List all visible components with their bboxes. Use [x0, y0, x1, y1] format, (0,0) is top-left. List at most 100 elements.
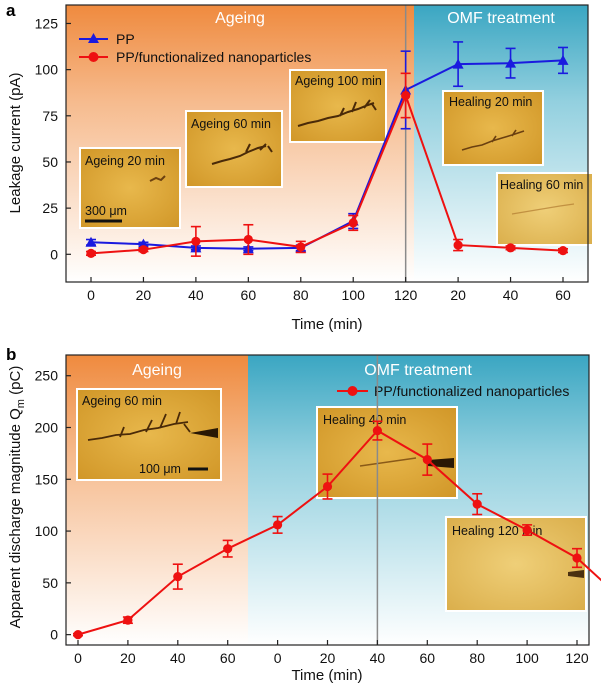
data-point-fn: [401, 90, 411, 101]
data-point-fn: [243, 234, 253, 245]
panel-a: a Ageing OMF treatment Ageing 20 min 300…: [6, 1, 594, 333]
x-tick-label: 60: [420, 650, 436, 666]
x-tick-label: 20: [120, 650, 136, 666]
x-tick-label: 40: [170, 650, 186, 666]
inset-label: Ageing 20 min: [85, 154, 165, 168]
y-tick-label: 0: [50, 246, 58, 262]
data-point-fn: [422, 455, 432, 465]
inset-label: Healing 40 min: [323, 413, 406, 427]
data-point-fn: [123, 615, 133, 625]
x-tick-label: 40: [188, 287, 204, 303]
data-point-fn: [522, 525, 532, 535]
inset-label: Healing 60 min: [500, 178, 583, 192]
axes-b: 0 50 100 150 200 250 0 20 40 60 0 20 40 60 80 100 120: [35, 354, 590, 666]
data-point-fn: [453, 240, 463, 250]
y-tick-label: 150: [35, 471, 59, 487]
region-label-omf-a: OMF treatment: [447, 10, 555, 27]
x-tick-label: 100: [515, 650, 539, 666]
scale-bar-label: 100 μm: [139, 462, 181, 476]
x-tick-label: 40: [370, 650, 386, 666]
y-tick-label: 200: [35, 420, 59, 436]
x-tick-label: 80: [293, 287, 309, 303]
data-b: [73, 420, 601, 640]
data-point-fn: [558, 246, 568, 256]
region-label-omf-b: OMF treatment: [364, 362, 472, 379]
inset-ageing-60: Ageing 60 min: [185, 110, 283, 188]
data-point-fn: [348, 218, 358, 228]
data-point-fn: [138, 245, 149, 255]
inset-healing-40-b: Healing 40 min: [316, 406, 458, 499]
x-tick-label: 120: [565, 650, 589, 666]
y-tick-label: 250: [35, 368, 59, 384]
inset-label: Ageing 100 min: [295, 74, 382, 88]
legend-marker-fn: [88, 52, 99, 62]
x-tick-label: 40: [503, 287, 519, 303]
inset-healing-120-b: Healing 120 min: [445, 516, 587, 612]
x-tick-label: 20: [320, 650, 336, 666]
y-axis-label-b-main: Apparent discharge magnitude Q: [7, 408, 24, 628]
inset-ageing-60-b: Ageing 60 min 100 μm: [76, 388, 222, 481]
inset-ageing-100: Ageing 100 min: [289, 69, 387, 143]
legend-marker-pp: [88, 33, 99, 43]
plot-frame: [65, 4, 589, 283]
data-point-fn: [372, 426, 382, 436]
x-tick-label: 60: [555, 287, 571, 303]
scale-bar-label: 300 μm: [85, 204, 127, 218]
y-tick-label: 0: [50, 627, 58, 643]
data-point-fn: [472, 499, 482, 509]
y-axis-label-b-unit: (pC): [7, 366, 24, 399]
inset-label: Ageing 60 min: [82, 394, 162, 408]
data-point-pp: [452, 58, 464, 69]
data-point-pp: [505, 57, 517, 68]
y-tick-label: 50: [42, 154, 58, 170]
inset-healing-60: Healing 60 min: [496, 172, 594, 246]
data-point-pp: [557, 54, 569, 65]
y-axis-label-a: Leakage current (pA): [7, 73, 24, 214]
y-tick-label: 100: [35, 62, 59, 78]
legend-marker-fn: [347, 386, 358, 396]
y-tick-label: 100: [35, 523, 59, 539]
legend-entry-fn: PP/functionalized nanoparticles: [116, 49, 311, 65]
legend-entry-pp: PP: [116, 31, 135, 47]
x-tick-label: 20: [450, 287, 466, 303]
y-axis-label-b-sub: m: [15, 399, 27, 408]
data-a: [85, 41, 569, 258]
panel-label-a: a: [6, 1, 16, 20]
axes-a: 0 25 50 75 100 125 0 20 40 60 80 100 120 20 40 60: [35, 4, 589, 303]
x-tick-label: 60: [241, 287, 257, 303]
y-tick-label: 50: [42, 575, 58, 591]
x-tick-label: 0: [274, 650, 282, 666]
x-axis-label-b: Time (min): [291, 667, 362, 684]
data-point-fn: [572, 553, 582, 563]
inset-label: Ageing 60 min: [191, 117, 271, 131]
inset-ageing-20: Ageing 20 min 300 μm: [79, 147, 181, 229]
y-tick-label: 75: [42, 108, 58, 124]
y-axis-label-b: Apparent discharge magnitude Qm (pC): [7, 366, 27, 629]
data-point-fn: [322, 481, 333, 492]
x-tick-label: 0: [87, 287, 95, 303]
series-line-fn: [90, 92, 564, 255]
y-tick-label: 125: [35, 15, 59, 31]
region-label-ageing-b: Ageing: [132, 362, 182, 379]
data-point-fn: [191, 236, 201, 246]
inset-label: Healing 120 min: [452, 524, 542, 538]
legend-b: PP/functionalized nanoparticles: [337, 383, 569, 399]
data-point-fn: [273, 520, 283, 530]
x-tick-label: 0: [74, 650, 82, 666]
x-tick-label: 80: [469, 650, 485, 666]
inset-label: Healing 20 min: [449, 95, 532, 109]
data-point-fn: [223, 544, 233, 554]
data-point-fn: [505, 243, 516, 253]
x-tick-label: 120: [394, 287, 418, 303]
data-point-fn: [73, 630, 83, 640]
x-tick-label: 100: [342, 287, 366, 303]
y-tick-label: 25: [42, 200, 58, 216]
x-axis-label-a: Time (min): [291, 316, 362, 333]
legend-entry-fn: PP/functionalized nanoparticles: [374, 383, 569, 399]
region-label-ageing-a: Ageing: [215, 10, 265, 27]
x-tick-label: 60: [220, 650, 236, 666]
x-tick-label: 20: [136, 287, 152, 303]
data-point-fn: [86, 248, 96, 258]
inset-healing-20: Healing 20 min: [442, 90, 544, 166]
